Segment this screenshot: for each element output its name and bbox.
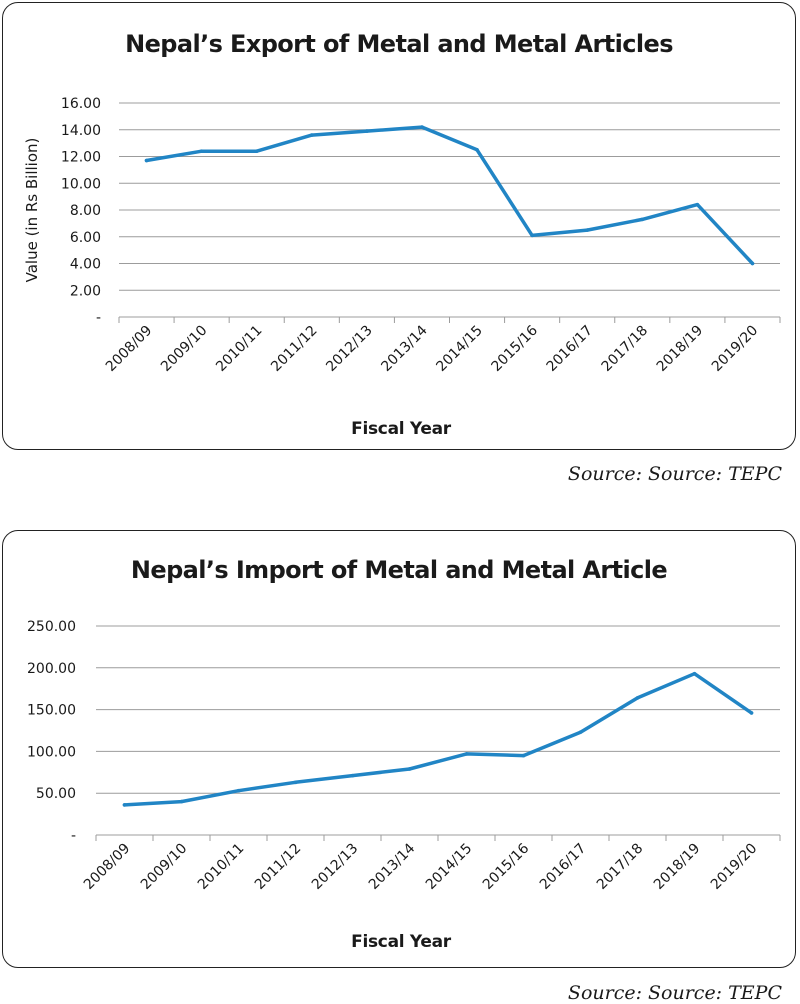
export-chart-panel: Nepal’s Export of Metal and Metal Articl… (2, 2, 796, 450)
x-tick-label: 2014/15 (423, 841, 475, 893)
x-tick-label: 2019/20 (708, 841, 760, 893)
data-point (530, 233, 534, 238)
x-tick-label: 2008/09 (103, 323, 155, 375)
y-tick-label: 50.00 (36, 786, 76, 802)
data-point (475, 148, 479, 152)
x-tick-label: 2009/10 (158, 323, 210, 375)
import-chart-panel: Nepal’s Import of Metal and Metal Articl… (2, 530, 796, 968)
y-tick-label: 12.00 (61, 150, 101, 166)
data-point (585, 228, 590, 232)
data-point (420, 125, 424, 129)
y-tick-label: - (96, 310, 101, 326)
y-tick-label: 150.00 (27, 703, 76, 719)
y-axis-label: Value (in Rs Billion) (23, 138, 41, 283)
x-tick-label: 2017/18 (599, 323, 651, 375)
x-tick-label: 2013/14 (378, 322, 431, 375)
x-tick-label: 2018/19 (654, 323, 706, 375)
data-point (635, 696, 640, 700)
export-source-note: Source: Source: TEPC (567, 463, 782, 485)
data-point (199, 149, 204, 153)
x-tick-label: 2017/18 (594, 841, 646, 893)
x-tick-label: 2010/11 (213, 323, 265, 375)
data-point (122, 803, 127, 807)
y-tick-label: 200.00 (27, 661, 76, 677)
x-tick-label: 2019/20 (709, 323, 761, 375)
data-point (144, 158, 149, 163)
y-tick-label: 16.00 (61, 96, 101, 112)
data-point (749, 711, 754, 715)
x-tick-label: 2010/11 (195, 841, 247, 893)
import-source-note: Source: Source: TEPC (567, 982, 782, 1004)
data-point (578, 730, 583, 734)
x-tick-label: 2012/13 (323, 323, 375, 375)
x-tick-label: 2018/19 (651, 841, 703, 893)
data-point (293, 780, 298, 785)
y-tick-label: 250.00 (27, 619, 76, 635)
data-point (309, 133, 314, 137)
y-tick-label: 100.00 (27, 744, 76, 760)
y-tick-label: 14.00 (61, 123, 101, 139)
data-point (236, 788, 241, 793)
x-tick-label: 2016/17 (537, 841, 589, 893)
data-point (407, 767, 412, 771)
data-point (464, 752, 469, 756)
series-line (122, 671, 754, 807)
y-tick-label: - (71, 828, 76, 844)
data-point (521, 753, 526, 758)
data-point (350, 773, 355, 778)
x-tick-label: 2012/13 (309, 841, 361, 893)
series-line (144, 125, 755, 266)
data-point (692, 671, 697, 676)
y-tick-label: 8.00 (70, 203, 101, 219)
data-point (179, 799, 184, 804)
import-chart-title: Nepal’s Import of Metal and Metal Articl… (130, 556, 668, 584)
import-chart-plot: - 50.00 100.00 150.00 200.00 250.00 2008/09 200… (27, 619, 781, 952)
export-chart-title: Nepal’s Export of Metal and Metal Articl… (125, 30, 673, 58)
y-tick-label: 4.00 (70, 257, 101, 273)
y-tick-label: 10.00 (61, 176, 101, 192)
y-tick-label: 6.00 (70, 230, 101, 246)
x-tick-label: 2011/12 (268, 323, 320, 375)
data-point (640, 217, 645, 222)
x-tick-label: 2016/17 (544, 323, 596, 375)
x-axis-label: Fiscal Year (351, 932, 452, 952)
data-point (365, 129, 369, 133)
x-tick-label: 2015/16 (489, 322, 542, 375)
export-chart-plot: - 2.00 4.00 6.00 8.00 10.00 12.00 14.00 16.00 200… (23, 96, 781, 439)
x-tick-label: 2015/16 (480, 840, 533, 893)
x-tick-label: 2009/10 (138, 841, 190, 893)
data-point (750, 261, 755, 266)
x-tick-label: 2014/15 (433, 323, 485, 375)
y-tick-label: 2.00 (70, 283, 101, 299)
x-tick-label: 2008/09 (81, 841, 133, 893)
x-tick-label: 2011/12 (252, 841, 304, 893)
x-axis-label: Fiscal Year (351, 419, 452, 439)
data-point (254, 149, 259, 153)
data-point (695, 202, 700, 207)
x-tick-label: 2013/14 (366, 840, 419, 893)
